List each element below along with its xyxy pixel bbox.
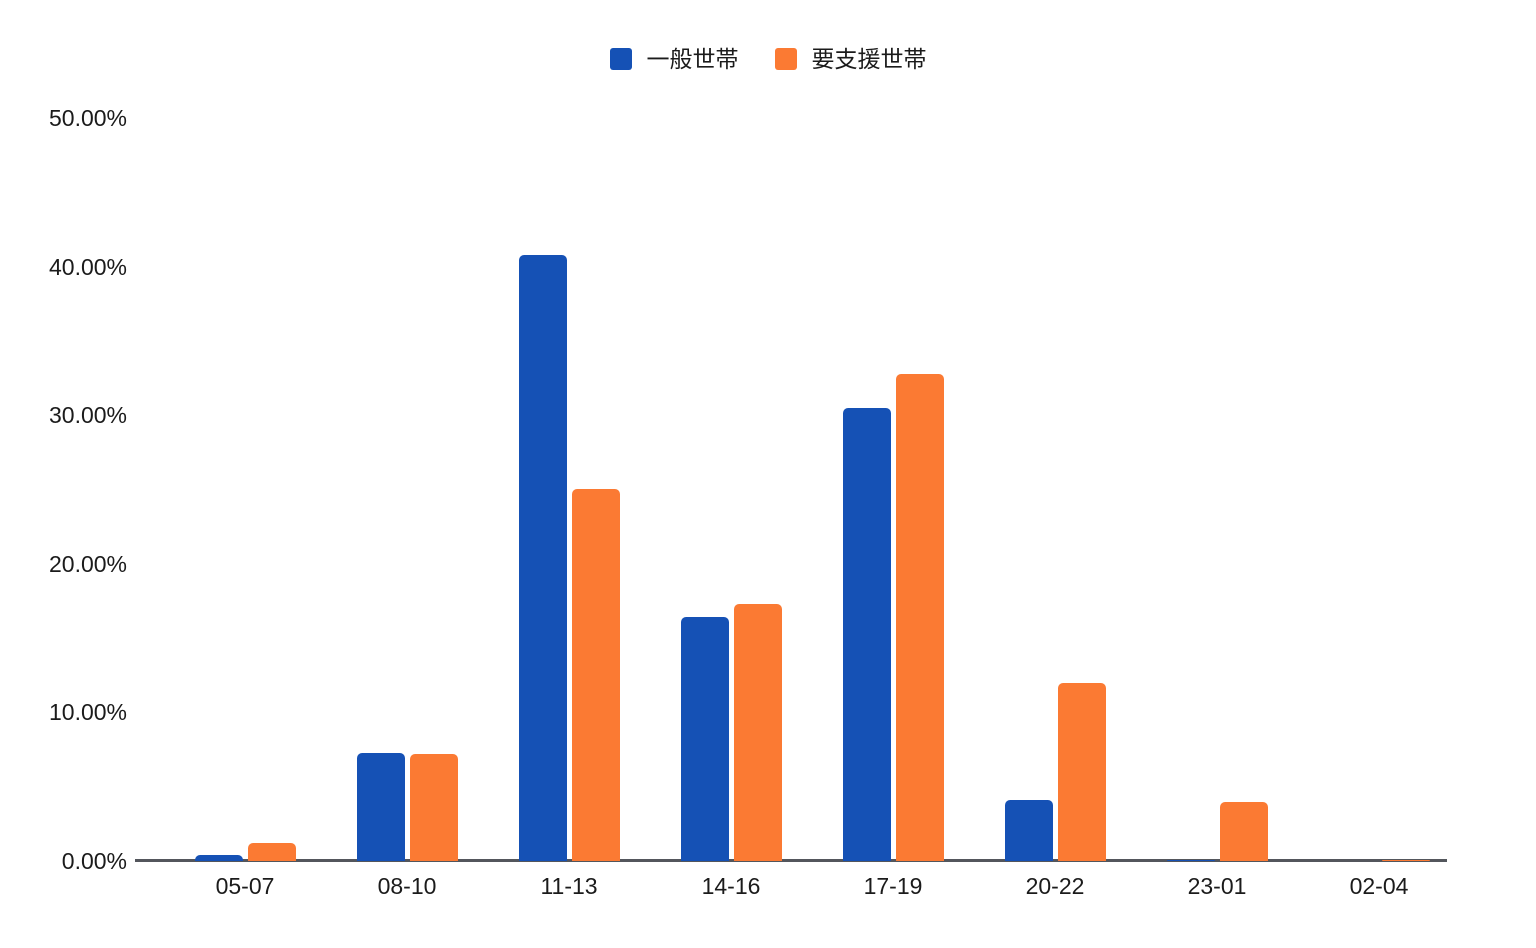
legend-swatch-support-needed-households — [774, 48, 797, 70]
x-axis-tick-label: 08-10 — [377, 873, 437, 899]
bar-support-needed-households-05-07 — [247, 843, 296, 861]
bar-support-needed-households-14-16 — [733, 604, 782, 861]
legend-label-support-needed-households: 要支援世帯 — [811, 46, 927, 72]
x-axis-tick-label: 20-22 — [1025, 873, 1085, 899]
y-axis-tick-label: 50.00% — [48, 105, 127, 131]
y-axis-tick-label: 20.00% — [48, 550, 127, 577]
x-axis-tick-label: 11-13 — [540, 873, 598, 899]
legend-item-general-households: 一般世帯 — [609, 45, 739, 73]
y-axis-tick-label: 30.00% — [48, 402, 127, 429]
bar-general-households-20-22 — [1004, 800, 1053, 861]
bar-general-households-23-01 — [1166, 860, 1215, 861]
x-axis-tick-label: 05-07 — [215, 873, 275, 899]
x-axis-line — [135, 859, 1447, 862]
bar-support-needed-households-23-01 — [1219, 802, 1268, 861]
y-axis-tick-label: 0.00% — [61, 848, 127, 874]
bar-support-needed-households-17-19 — [895, 374, 944, 861]
x-axis-tick-label: 14-16 — [701, 873, 761, 899]
y-axis-tick-label: 40.00% — [48, 253, 127, 280]
bar-general-households-14-16 — [680, 617, 729, 861]
x-axis-tick-label: 23-01 — [1187, 873, 1247, 899]
legend-item-support-needed-households: 要支援世帯 — [774, 45, 927, 73]
bar-general-households-08-10 — [356, 753, 405, 861]
bar-general-households-11-13 — [518, 255, 567, 861]
y-axis-tick-label: 10.00% — [48, 699, 127, 726]
bar-general-households-05-07 — [194, 855, 243, 861]
chart-legend: 一般世帯 要支援世帯 — [0, 45, 1536, 73]
bar-support-needed-households-11-13 — [571, 489, 620, 861]
bar-support-needed-households-20-22 — [1057, 683, 1106, 861]
x-axis-tick-label: 17-19 — [863, 873, 923, 899]
legend-swatch-general-households — [609, 48, 632, 70]
bar-support-needed-households-08-10 — [409, 754, 458, 861]
bar-support-needed-households-02-04 — [1381, 860, 1430, 861]
legend-label-general-households: 一般世帯 — [646, 46, 739, 72]
x-axis-tick-label: 02-04 — [1349, 873, 1409, 899]
bar-general-households-17-19 — [842, 408, 891, 861]
